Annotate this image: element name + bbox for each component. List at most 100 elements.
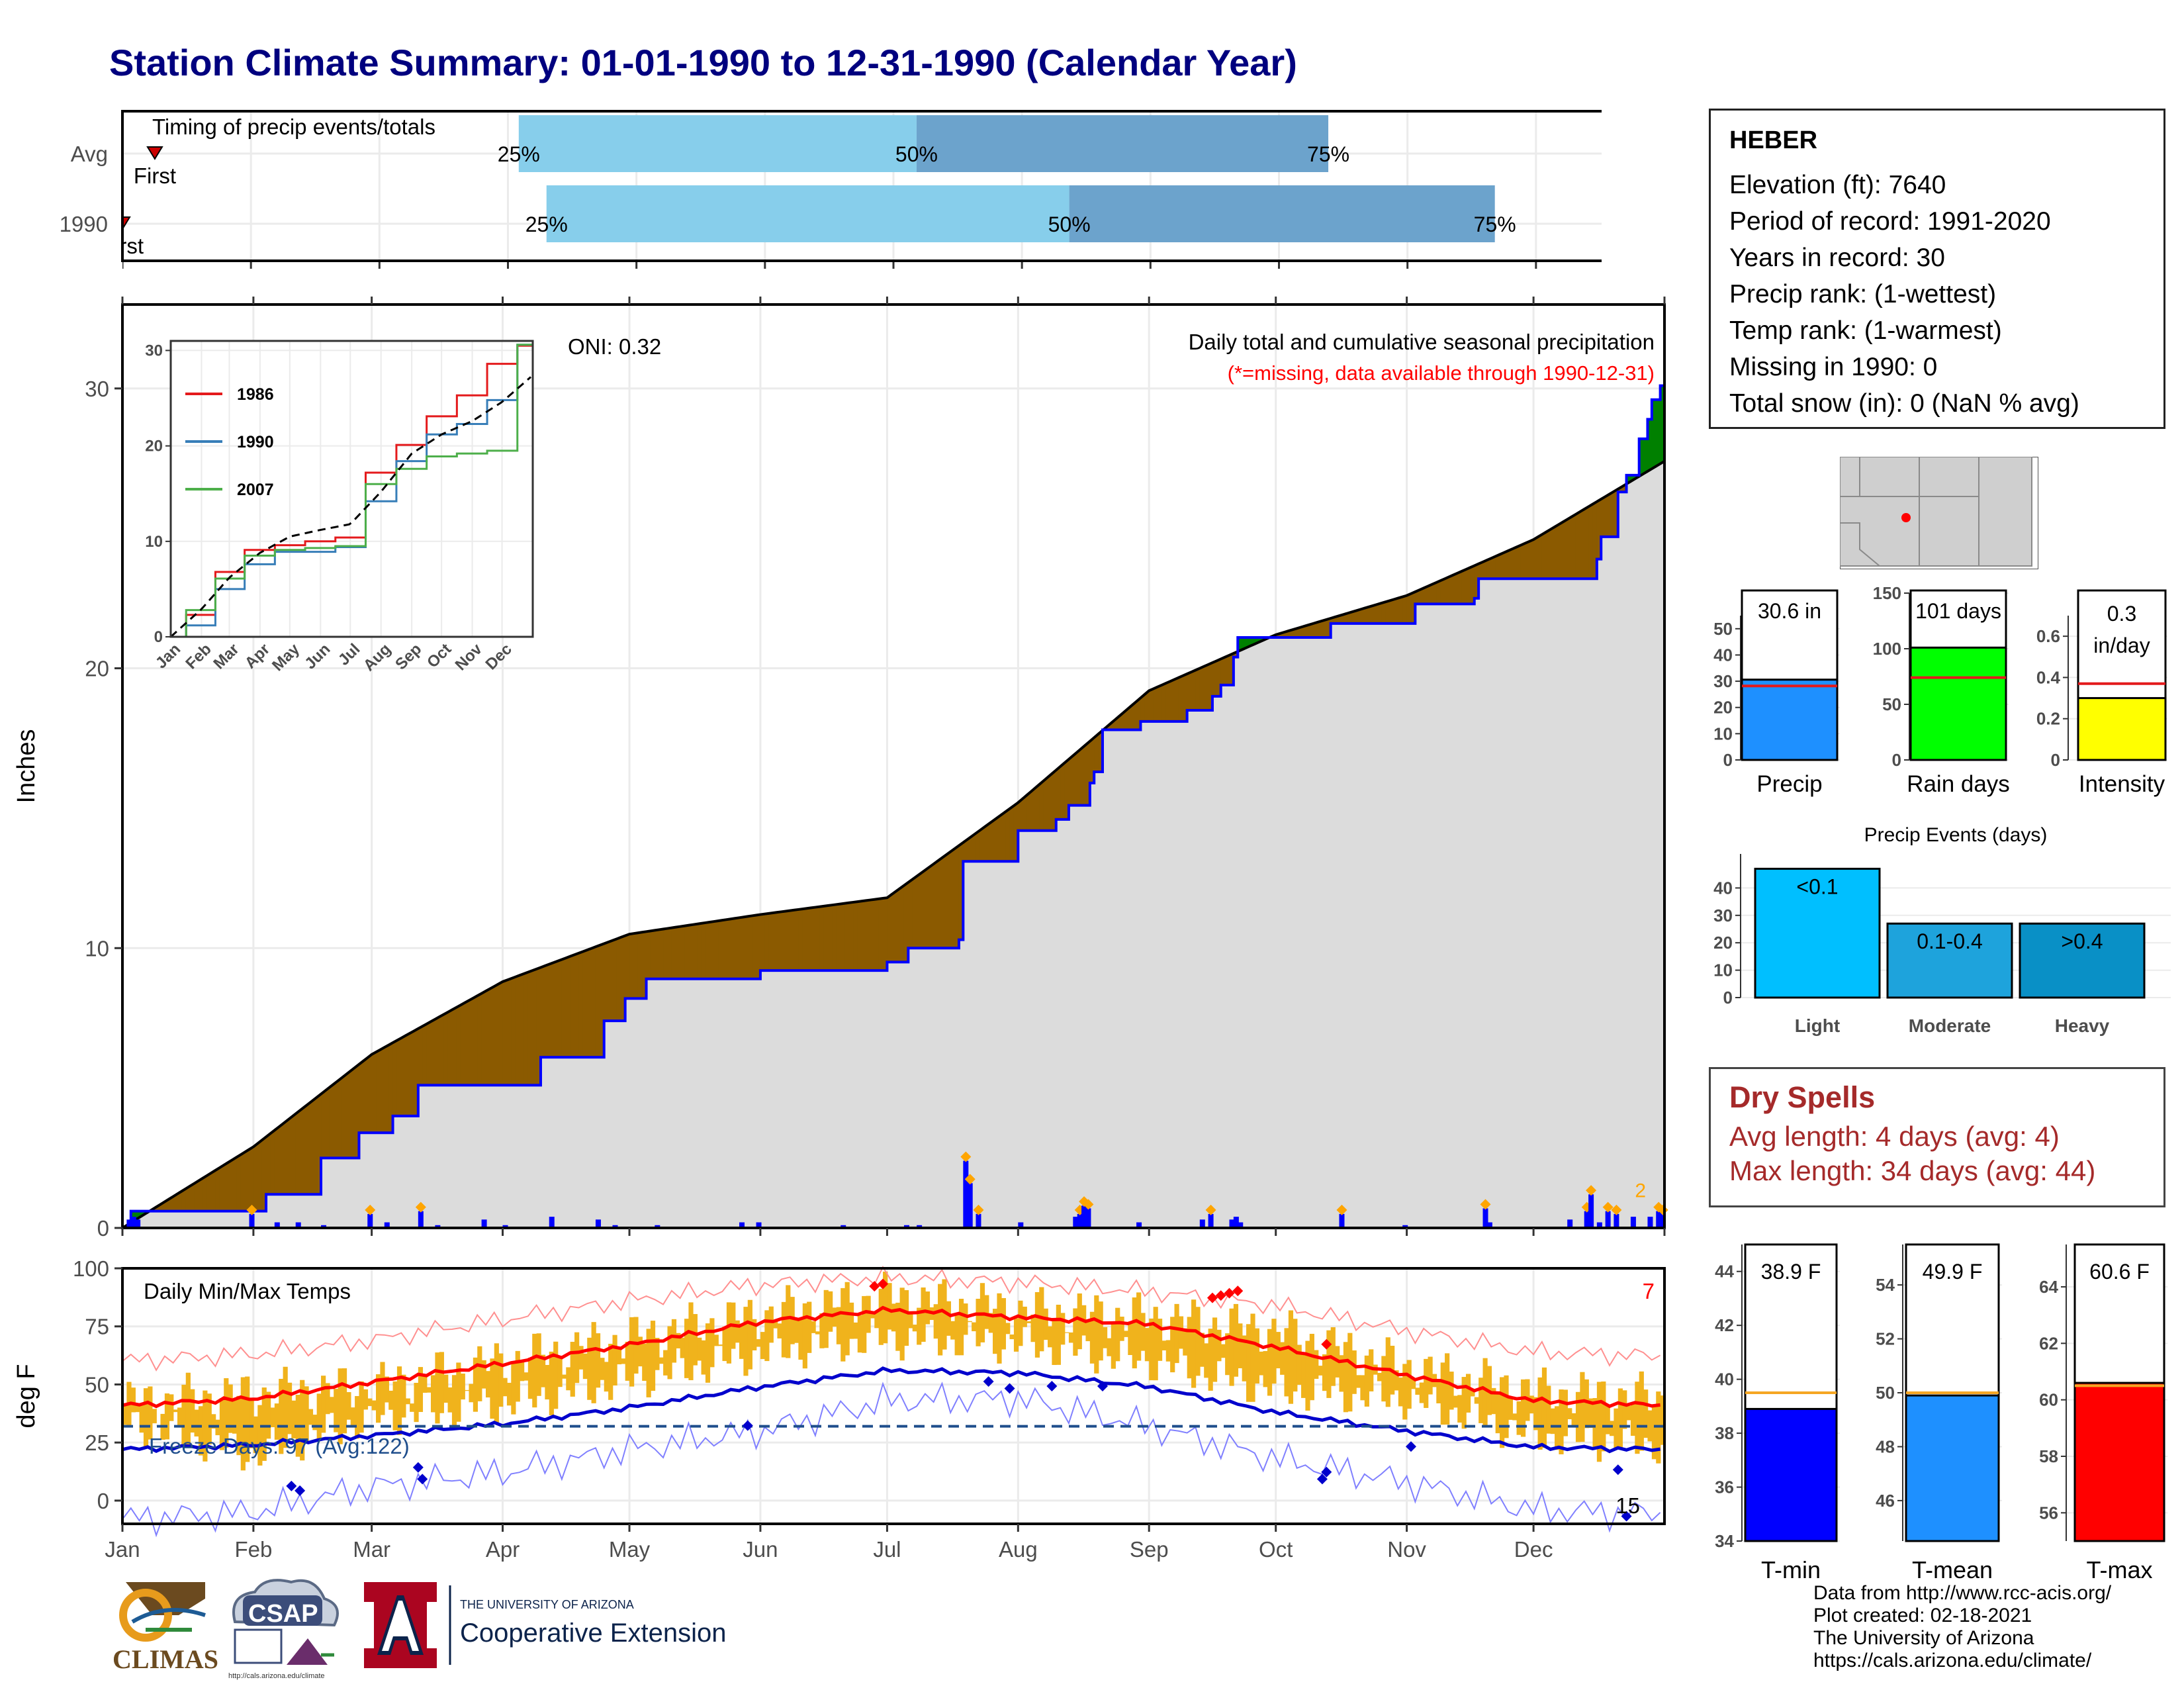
daily-temp-range-bar [1242,1335,1247,1382]
daily-temp-range-bar [625,1341,630,1381]
daily-temp-range-bar [1254,1328,1259,1383]
daily-temp-range-bar [1491,1387,1496,1415]
below-average-fill [545,964,550,1058]
below-average-fill [811,907,816,971]
daily-temp-range-bar [671,1319,677,1363]
below-average-fill [777,912,782,971]
below-average-fill [384,1046,389,1133]
daily-temp-range-bar [963,1303,968,1335]
daily-temp-range-bar [1060,1313,1066,1345]
summary-y-tick-label: 0 [1892,750,1901,770]
daily-precip-bar [435,1225,441,1228]
precip-y-tick-label: 10 [85,936,109,961]
below-average-fill [1508,549,1513,579]
daily-precip-bar [1596,1222,1602,1228]
daily-temp-range-bar [291,1400,296,1438]
timing-pct-label: 25% [525,212,568,236]
extreme-precip-marker [365,1204,376,1215]
daily-temp-range-bar [760,1332,766,1360]
below-average-fill [1119,714,1124,730]
inset-plot-area [171,341,533,637]
daily-temp-range-bar [866,1295,871,1333]
daily-temp-range-bar [629,1317,635,1387]
summary-category-label: Precip [1756,771,1822,797]
daily-temp-range-bar [274,1403,279,1440]
daily-precip-bar [1647,1217,1653,1228]
daily-temp-range-bar [832,1307,837,1327]
daily-temp-range-bar [527,1358,533,1399]
daily-precip-bar [1614,1213,1619,1228]
inset-y-tick-label: 30 [145,342,163,359]
inset-legend-label-2007: 2007 [237,481,274,499]
daily-temp-range-bar [422,1376,428,1393]
daily-temp-range-bar [536,1333,541,1396]
temp-x-tick-label: Sep [1130,1537,1169,1562]
below-average-fill [1030,790,1036,831]
dry-spells-avg: Avg length: 4 days (avg: 4) [1729,1121,2060,1152]
daily-temp-range-bar [232,1400,238,1434]
record-high-marker [1321,1338,1332,1350]
daily-temp-range-bar [388,1390,394,1410]
daily-temp-range-bar [1588,1398,1594,1429]
daily-temp-range-bar [266,1391,271,1439]
daily-precip-bar [1630,1217,1636,1228]
below-average-fill [1026,793,1032,831]
daily-temp-range-bar [701,1340,706,1375]
daily-temp-range-bar [1250,1313,1255,1402]
daily-temp-range-bar [1516,1401,1522,1435]
below-average-fill [561,959,567,1058]
daily-temp-range-bar [1326,1330,1332,1398]
record-low-marker [1321,1466,1332,1477]
daily-temp-range-bar [502,1378,508,1397]
daily-temp-range-bar [1225,1333,1230,1376]
daily-temp-range-bar [917,1307,922,1345]
daily-precip-bar [903,1225,909,1228]
daily-temp-range-bar [477,1346,482,1401]
summary-value-label: 38.9 F [1761,1260,1821,1284]
daily-temp-range-bar [1424,1358,1429,1408]
below-average-fill [469,999,474,1086]
daily-temp-range-bar [1043,1308,1048,1340]
daily-temp-range-bar [1508,1397,1513,1420]
events-y-tick-label: 40 [1713,878,1733,898]
daily-temp-range-bar [1575,1391,1581,1442]
above-average-fill [1660,385,1665,463]
below-average-fill [321,1092,326,1158]
events-y-tick-label: 20 [1713,933,1733,953]
below-average-fill [1335,616,1340,624]
below-average-fill [853,902,858,971]
timing-title: Timing of precip events/totals [152,115,435,139]
summary-y-tick-label: 0 [2051,750,2060,770]
daily-temp-range-bar [570,1342,575,1397]
below-average-fill [1605,495,1610,537]
daily-precip-bar [612,1225,618,1228]
below-average-fill [520,974,525,1086]
daily-temp-range-bar [498,1353,504,1407]
daily-temp-range-bar [786,1285,791,1358]
below-average-fill [1415,590,1420,604]
summary-y-tick-label: 48 [1876,1436,1895,1456]
university-of-arizona-logo: THE UNIVERSITY OF ARIZONA Cooperative Ex… [364,1582,726,1668]
below-average-fill [823,906,829,971]
average-cumulative-line [121,460,1666,1229]
daily-precip-bar [1229,1219,1235,1228]
daily-temp-range-bar [384,1376,389,1403]
inset-frame [169,340,534,638]
daily-temp-range-bar [279,1378,284,1454]
daily-temp-range-bar [469,1383,474,1403]
daily-temp-range-bar [777,1323,782,1338]
daily-temp-range-bar [1474,1397,1479,1404]
daily-temp-range-bar [958,1299,964,1356]
station-years: Years in record: 30 [1729,244,1945,272]
below-average-fill [240,1153,246,1211]
below-average-fill [773,912,778,971]
below-average-fill [1491,557,1496,579]
below-average-fill [1111,721,1116,730]
below-average-fill [300,1109,305,1195]
below-average-fill [726,919,731,979]
below-average-fill [1309,624,1314,638]
below-average-fill [1406,594,1412,624]
below-average-fill [828,905,833,971]
below-average-fill [473,997,478,1086]
below-average-fill [874,899,880,971]
